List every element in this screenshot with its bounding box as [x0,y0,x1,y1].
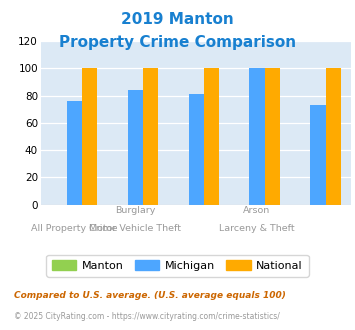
Text: Burglary: Burglary [115,206,155,215]
Bar [143,69,158,205]
Text: Compared to U.S. average. (U.S. average equals 100): Compared to U.S. average. (U.S. average … [14,291,286,300]
Text: Larceny & Theft: Larceny & Theft [219,224,295,233]
Text: © 2025 CityRating.com - https://www.cityrating.com/crime-statistics/: © 2025 CityRating.com - https://www.city… [14,312,280,321]
Bar [67,101,82,205]
Bar [310,105,326,205]
Text: Property Crime Comparison: Property Crime Comparison [59,35,296,50]
Bar [189,94,204,205]
Legend: Manton, Michigan, National: Manton, Michigan, National [47,255,308,277]
Bar [204,69,219,205]
Bar [326,69,341,205]
Bar [265,69,280,205]
Bar [127,90,143,205]
Bar [250,69,265,205]
Text: All Property Crime: All Property Crime [31,224,118,233]
Text: 2019 Manton: 2019 Manton [121,12,234,26]
Text: Motor Vehicle Theft: Motor Vehicle Theft [89,224,181,233]
Bar [82,69,97,205]
Text: Arson: Arson [244,206,271,215]
